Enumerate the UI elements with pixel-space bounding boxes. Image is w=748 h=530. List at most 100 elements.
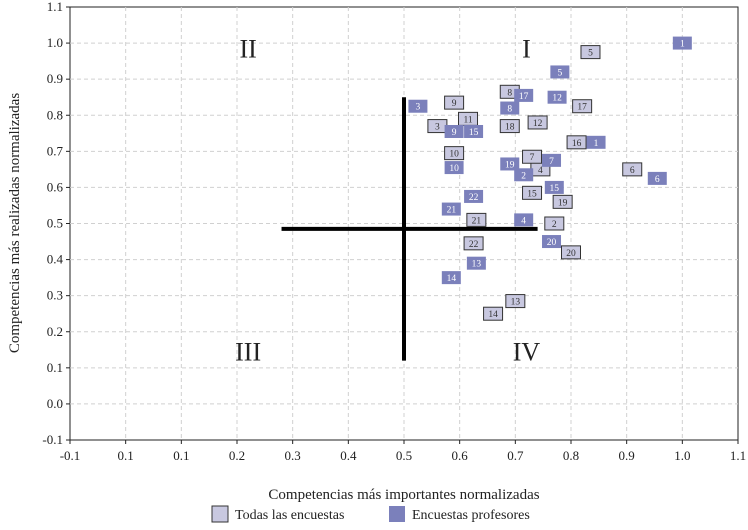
point-profesores: 3 <box>408 99 428 113</box>
y-axis-label: Competencias más realizadas normalizadas <box>7 93 23 353</box>
point-label: 16 <box>572 139 582 149</box>
point-label: 20 <box>566 249 576 259</box>
point-todas: 22 <box>463 236 484 251</box>
y-tick-label: 0.6 <box>47 179 64 194</box>
point-label: 6 <box>655 175 660 185</box>
x-axis-label: Competencias más importantes normalizada… <box>268 487 539 503</box>
point-label: 17 <box>519 92 529 102</box>
point-label: 15 <box>469 128 479 138</box>
point-marker <box>542 235 562 249</box>
point-marker <box>441 202 461 216</box>
point-profesores: 8 <box>500 101 520 115</box>
point-label: 22 <box>469 193 479 203</box>
point-todas: 11 <box>458 111 479 126</box>
point-label: 4 <box>538 166 543 176</box>
point-profesores: 13 <box>466 256 486 270</box>
point-marker <box>542 153 562 167</box>
x-tick-label: 0.7 <box>507 448 524 463</box>
y-tick-label: 0.2 <box>47 324 63 339</box>
point-marker <box>552 194 573 209</box>
point-marker <box>499 119 520 134</box>
legend: Todas las encuestas Encuestas profesores <box>211 505 530 523</box>
point-todas: 6 <box>622 162 643 177</box>
point-profesores: 7 <box>542 153 562 167</box>
point-label: 14 <box>447 274 457 284</box>
y-tick-label: 0.7 <box>47 143 64 158</box>
x-tick-label: 0.1 <box>118 448 134 463</box>
point-label: 21 <box>447 206 457 216</box>
point-label: 19 <box>505 160 515 170</box>
point-todas: 19 <box>552 194 573 209</box>
point-label: 12 <box>552 94 562 104</box>
point-marker <box>466 212 487 227</box>
point-profesores: 22 <box>464 189 484 203</box>
point-marker <box>483 306 504 321</box>
point-marker <box>463 236 484 251</box>
point-marker <box>547 90 567 104</box>
point-todas: 20 <box>561 245 581 260</box>
point-todas: 21 <box>466 212 487 227</box>
point-todas: 10 <box>444 146 465 161</box>
point-label: 4 <box>521 216 526 226</box>
point-label: 3 <box>435 123 440 133</box>
point-marker <box>444 161 464 175</box>
point-profesores: 10 <box>444 161 464 175</box>
point-label: 5 <box>557 68 562 78</box>
point-label: 19 <box>558 198 568 208</box>
point-label: 17 <box>577 103 587 113</box>
point-marker <box>505 294 526 309</box>
point-profesores: 15 <box>544 180 564 194</box>
point-marker <box>647 171 667 185</box>
x-tick-label: 0.8 <box>563 448 579 463</box>
point-label: 3 <box>416 103 421 113</box>
point-marker <box>622 162 643 177</box>
y-tick-label: -0.1 <box>42 432 63 447</box>
x-tick-label: 0.2 <box>229 448 245 463</box>
point-marker <box>514 88 534 102</box>
point-profesores: 20 <box>542 235 562 249</box>
point-todas: 17 <box>572 99 593 114</box>
x-tick-label: 0.3 <box>285 448 301 463</box>
point-label: 1 <box>680 40 685 50</box>
point-label: 11 <box>463 115 472 125</box>
point-profesores: 4 <box>514 213 534 227</box>
point-label: 6 <box>630 166 635 176</box>
quadrant-label: III <box>235 338 261 367</box>
quadrant-divider <box>281 97 538 361</box>
point-todas: 15 <box>522 185 543 200</box>
point-todas: 7 <box>522 149 543 164</box>
point-todas: 13 <box>505 294 526 309</box>
point-label: 8 <box>507 105 512 115</box>
y-tick-label: 0.1 <box>47 360 63 375</box>
point-label: 18 <box>505 123 515 133</box>
legend-swatch <box>389 506 405 522</box>
point-marker <box>464 124 484 138</box>
point-marker <box>514 168 534 182</box>
point-profesores: 21 <box>441 202 461 216</box>
point-label: 1 <box>594 139 599 149</box>
point-profesores: 17 <box>514 88 534 102</box>
point-todas: 9 <box>444 95 465 110</box>
point-marker <box>550 65 570 79</box>
point-todas: 2 <box>544 216 565 231</box>
point-marker <box>464 189 484 203</box>
legend-item: Encuestas profesores <box>389 506 530 523</box>
y-tick-label: 1.0 <box>47 35 63 50</box>
x-tick-label: 0.1 <box>173 448 189 463</box>
legend-item: Todas las encuestas <box>211 505 344 523</box>
point-todas: 14 <box>483 306 504 321</box>
point-label: 7 <box>549 157 554 167</box>
point-label: 9 <box>452 128 457 138</box>
x-axis-ticks: -0.1 0.1 0.1 0.2 0.3 0.4 0.5 0.6 0.7 0.8 0.9 1.0 1.1 <box>60 440 746 463</box>
point-label: 2 <box>552 220 557 230</box>
x-tick-label: 0.6 <box>452 448 469 463</box>
point-marker <box>444 124 464 138</box>
quadrant-label: I <box>522 34 531 63</box>
point-marker <box>544 180 564 194</box>
point-marker <box>408 99 428 113</box>
point-marker <box>544 216 565 231</box>
y-tick-label: 1.1 <box>47 0 63 14</box>
point-profesores: 12 <box>547 90 567 104</box>
